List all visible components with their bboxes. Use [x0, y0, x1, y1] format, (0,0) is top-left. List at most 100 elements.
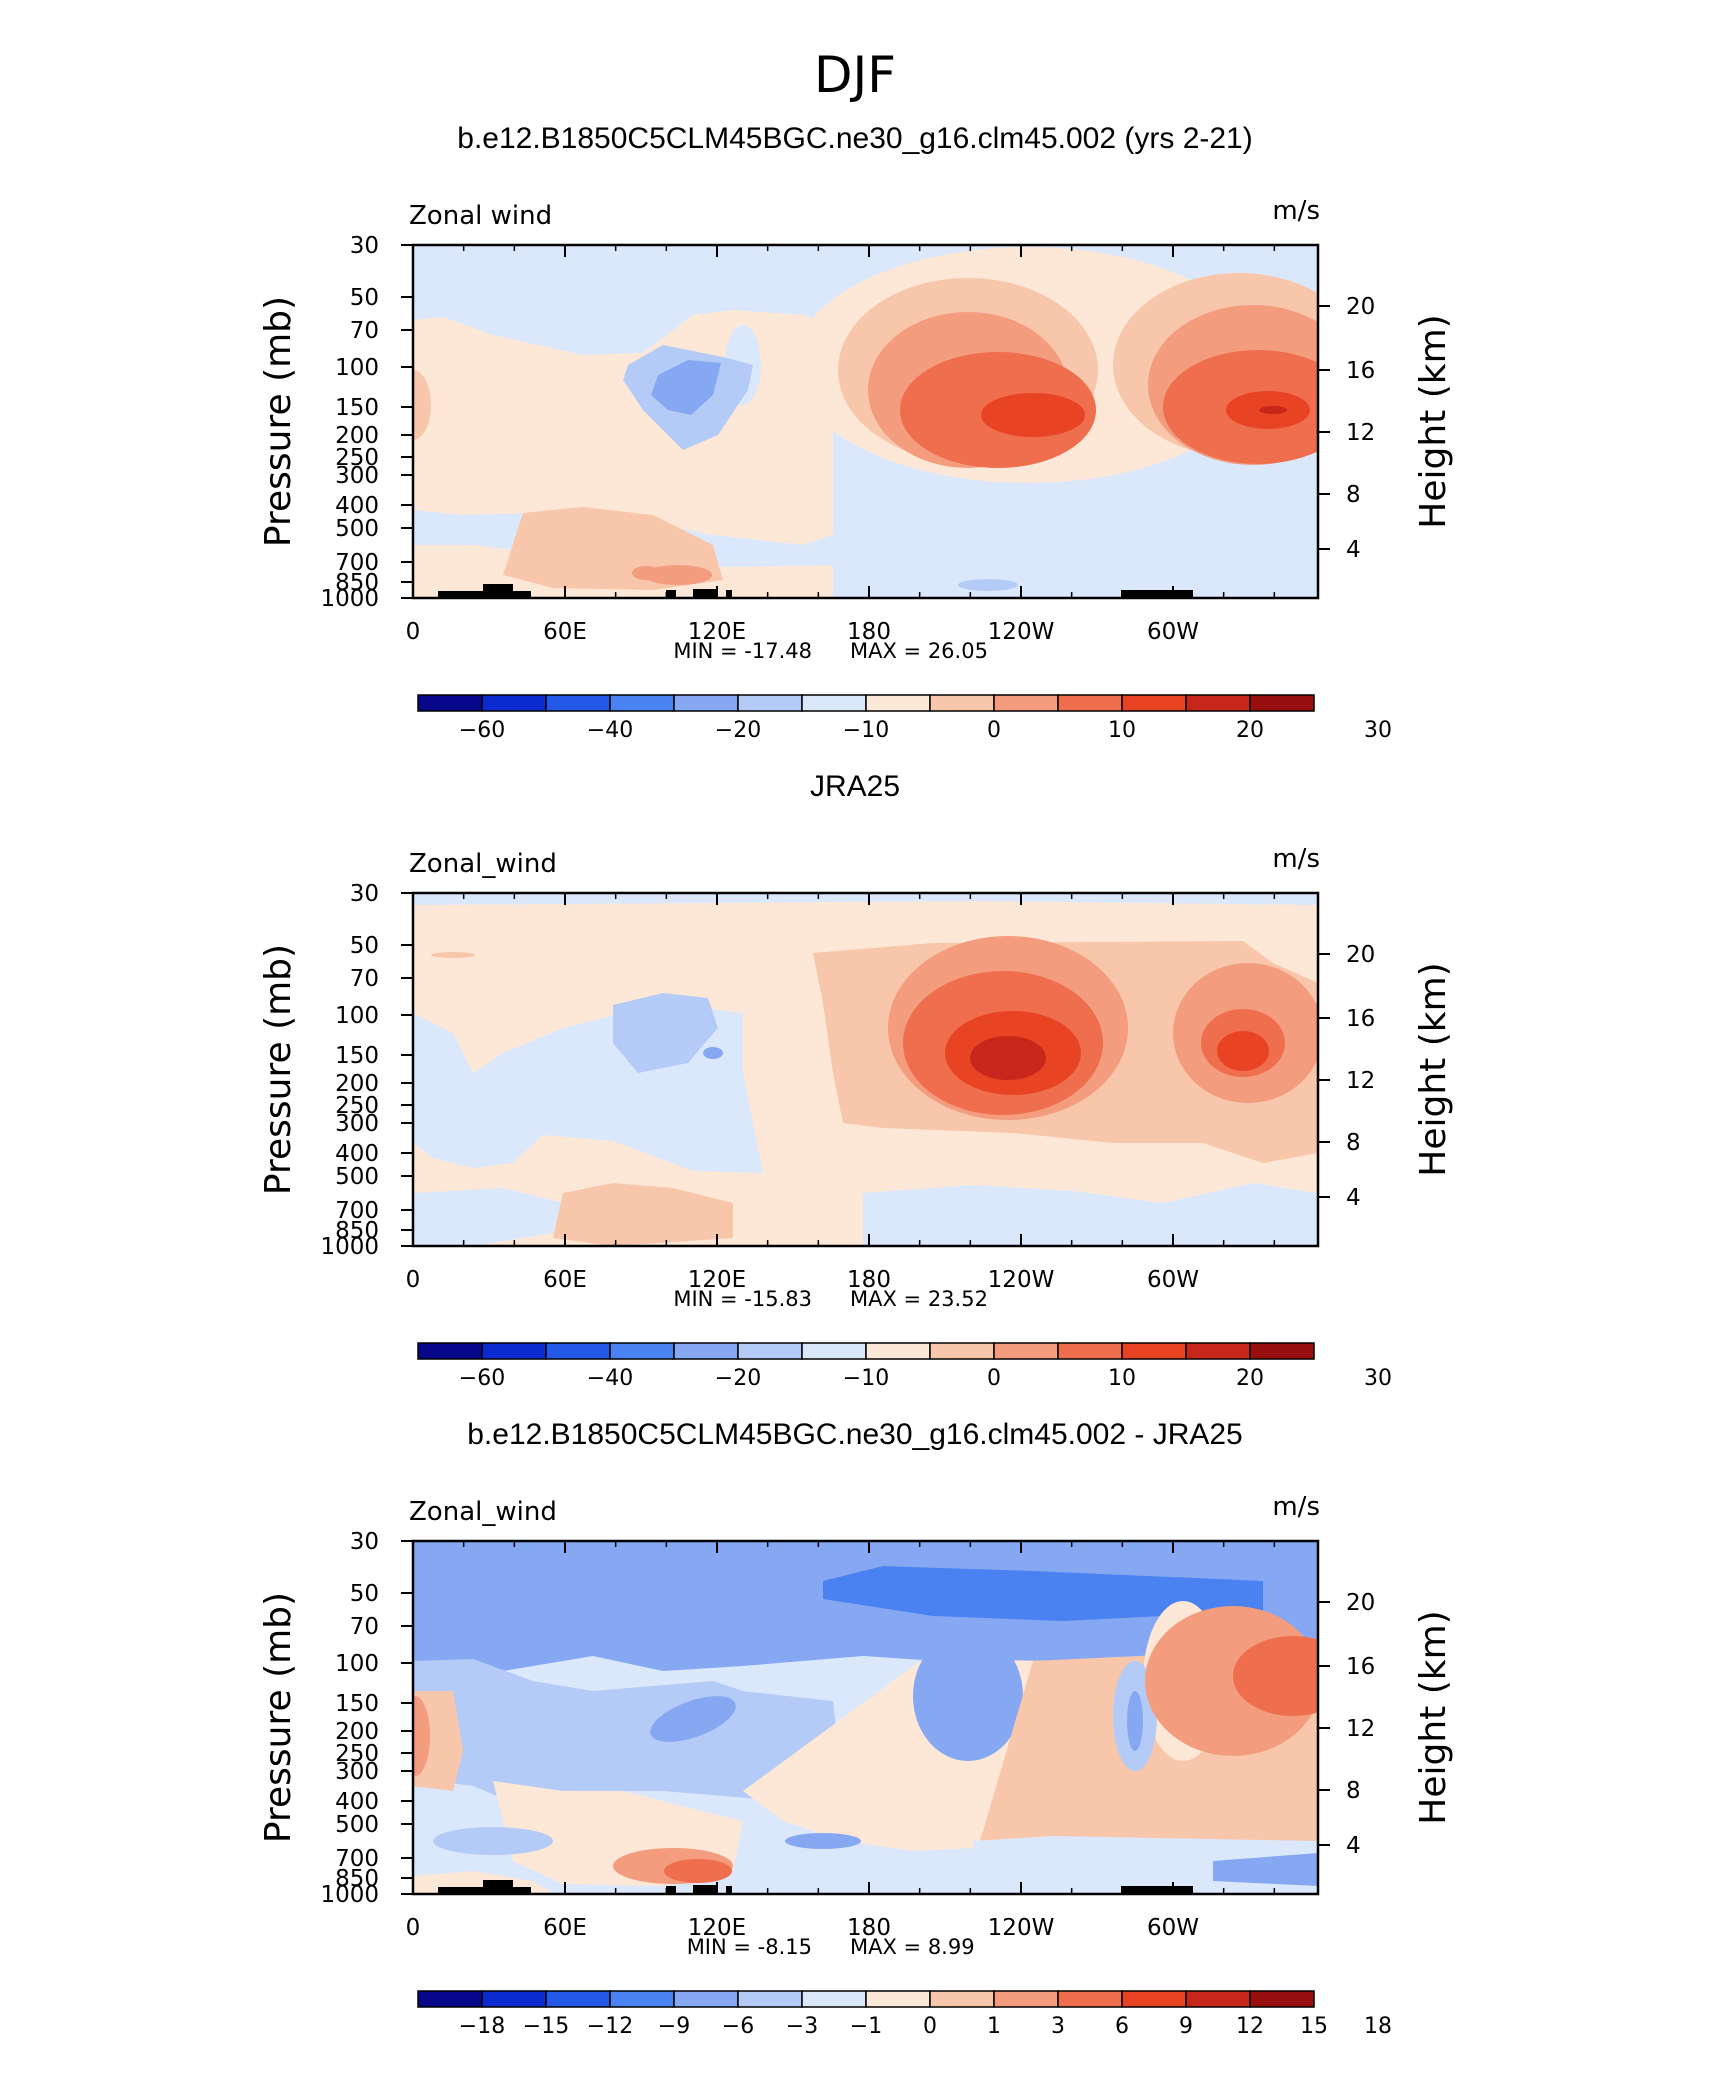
max-label: MAX = 23.52 — [850, 1287, 988, 1311]
colorbar-label: 12 — [1236, 2014, 1264, 2039]
colorbar-box — [417, 1990, 483, 2008]
colorbar-label: −15 — [523, 2014, 569, 2039]
colorbar-box — [865, 1342, 931, 1360]
contour-region — [1259, 406, 1287, 414]
pressure-tick-label: 400 — [335, 1789, 379, 1815]
pressure-tick-label: 700 — [335, 1198, 379, 1224]
pressure-tick-label: 200 — [335, 1719, 379, 1745]
pressure-tick-label: 30 — [350, 233, 379, 259]
pressure-tick-label: 300 — [335, 1111, 379, 1137]
y-axis-label-left: Pressure (mb) — [258, 944, 299, 1195]
x-tick-label: 180 — [847, 1267, 891, 1293]
height-tick-label: 16 — [1346, 358, 1375, 384]
colorbar-label: −6 — [722, 2014, 754, 2039]
x-tick-label: 120E — [688, 1267, 746, 1293]
y-axis-label-left: Pressure (mb) — [258, 296, 299, 547]
plot-frame — [411, 1539, 1320, 1896]
colorbar-label: −20 — [715, 718, 761, 743]
contour-region — [413, 1696, 430, 1776]
contour-region — [970, 1036, 1046, 1080]
x-tick-label: 60E — [543, 1915, 587, 1941]
colorbar-label: 18 — [1364, 2014, 1392, 2039]
min-label: MIN = -17.48 — [673, 639, 812, 663]
colorbar-box — [545, 1342, 611, 1360]
colorbar-box — [545, 694, 611, 712]
pressure-tick-label: 500 — [335, 1812, 379, 1838]
pressure-tick-label: 150 — [335, 395, 379, 421]
colorbar-box — [1249, 1990, 1315, 2008]
pressure-tick-label: 150 — [335, 1043, 379, 1069]
contour-region — [413, 893, 1318, 905]
height-tick-label: 4 — [1346, 537, 1361, 563]
x-tick-label: 60W — [1147, 619, 1199, 645]
height-tick-label: 8 — [1346, 1778, 1361, 1804]
colorbar: −60 −40 −20 −10 0 10 20 30 — [417, 694, 1392, 743]
colorbar-box — [1121, 1990, 1187, 2008]
units-label: m/s — [1272, 844, 1320, 874]
colorbar-label: −10 — [843, 718, 889, 743]
contour-field — [413, 893, 1318, 1246]
variable-label: Zonal wind — [409, 201, 552, 231]
colorbar-label: −18 — [459, 2014, 505, 2039]
pressure-tick-label: 300 — [335, 463, 379, 489]
colorbar-box — [1185, 694, 1251, 712]
pressure-tick-label: 850 — [335, 1866, 379, 1892]
topography-mask — [666, 1886, 676, 1894]
colorbar-box — [1185, 1342, 1251, 1360]
colorbar-box — [673, 694, 739, 712]
colorbar-label: −40 — [587, 1366, 633, 1391]
panel-title: b.e12.B1850C5CLM45BGC.ne30_g16.clm45.002… — [457, 122, 1252, 155]
contour-region — [785, 1833, 861, 1849]
topography-mask — [1121, 1886, 1193, 1894]
pressure-tick-label: 100 — [335, 355, 379, 381]
colorbar-label: −1 — [850, 2014, 882, 2039]
colorbar-box — [481, 1990, 547, 2008]
y-axis-label-right: Height (km) — [1413, 1610, 1454, 1824]
topography-mask — [438, 591, 483, 598]
contour-region — [613, 993, 718, 1073]
height-tick-label: 4 — [1346, 1833, 1361, 1859]
pressure-tick-label: 400 — [335, 493, 379, 519]
x-tick-label: 0 — [406, 1915, 421, 1941]
variable-label: Zonal_wind — [409, 1497, 557, 1527]
contour-region — [413, 370, 431, 440]
topography-mask — [1121, 590, 1193, 598]
panel-title: b.e12.B1850C5CLM45BGC.ne30_g16.clm45.002… — [467, 1418, 1243, 1451]
pressure-tick-label: 250 — [335, 1741, 379, 1767]
height-tick-label: 20 — [1346, 942, 1375, 968]
contour-region — [958, 579, 1018, 591]
y-axis-label-right: Height (km) — [1413, 314, 1454, 528]
colorbar-box — [993, 1342, 1059, 1360]
pressure-tick-label: 50 — [350, 285, 379, 311]
units-label: m/s — [1272, 1492, 1320, 1522]
contour-region — [431, 952, 475, 958]
contour-region — [1217, 1031, 1269, 1071]
max-label: MAX = 26.05 — [850, 639, 988, 663]
main-title: DJF — [814, 46, 896, 104]
contour-region — [644, 565, 712, 585]
panel-title: JRA25 — [810, 770, 900, 803]
colorbar-box — [417, 694, 483, 712]
pressure-tick-label: 150 — [335, 1691, 379, 1717]
contour-region — [1127, 1691, 1143, 1751]
colorbar-box — [545, 1990, 611, 2008]
topography-mask — [693, 589, 718, 598]
panel-3: b.e12.B1850C5CLM45BGC.ne30_g16.clm45.002… — [258, 1418, 1454, 2039]
pressure-tick-label: 700 — [335, 550, 379, 576]
contour-region — [413, 1188, 563, 1246]
y-axis-label-left: Pressure (mb) — [258, 1592, 299, 1843]
colorbar: −60 −40 −20 −10 0 10 20 30 — [417, 1342, 1392, 1391]
colorbar-box — [1185, 1990, 1251, 2008]
x-tick-label: 0 — [406, 1267, 421, 1293]
units-label: m/s — [1272, 196, 1320, 226]
pressure-tick-label: 70 — [350, 966, 379, 992]
topography-mask — [726, 1886, 732, 1894]
pressure-tick-label: 30 — [350, 1529, 379, 1555]
colorbar-box — [1057, 1342, 1123, 1360]
plot-frame — [411, 891, 1320, 1248]
x-tick-label: 0 — [406, 619, 421, 645]
colorbar-label: −3 — [786, 2014, 818, 2039]
colorbar-box — [801, 694, 867, 712]
pressure-tick-label: 400 — [335, 1141, 379, 1167]
colorbar-label: −12 — [587, 2014, 633, 2039]
